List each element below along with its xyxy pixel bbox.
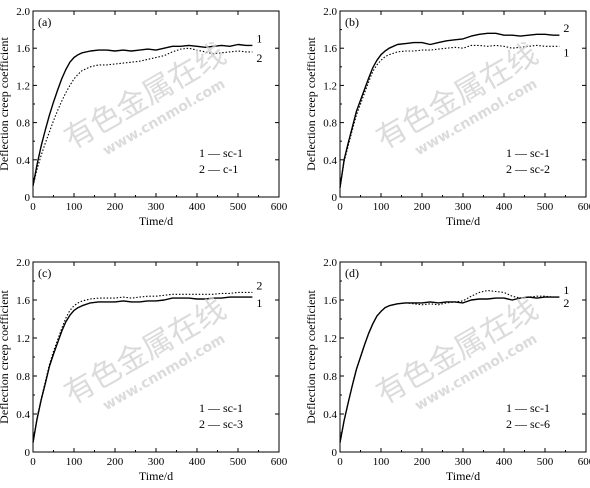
x-axis-label: Time/d bbox=[139, 214, 173, 228]
x-tick-label: 100 bbox=[66, 456, 83, 468]
y-tick-label: 0.8 bbox=[16, 118, 30, 130]
x-tick-label: 600 bbox=[578, 456, 590, 468]
y-tick-label: 1.2 bbox=[323, 333, 337, 345]
y-tick-label: 0.8 bbox=[16, 371, 30, 383]
panel-label: (d) bbox=[345, 266, 359, 280]
legend-entry: 2 — sc-3 bbox=[199, 417, 243, 431]
y-tick-label: 0.8 bbox=[323, 118, 337, 130]
y-tick-label: 0.8 bbox=[323, 371, 337, 383]
series-line-sc-1 bbox=[32, 296, 253, 443]
x-tick-label: 300 bbox=[148, 201, 165, 213]
y-tick-label: 1.6 bbox=[16, 43, 30, 55]
chart-panel-3: 0 100 200 300 400 500 600 0 0.4 0.8 1.2 1.6 2.0 Time/… bbox=[0, 257, 288, 483]
y-axis-label: Deflection creep coefficient bbox=[0, 36, 11, 170]
x-tick-label: 300 bbox=[455, 201, 472, 213]
x-axis-label: Time/d bbox=[139, 469, 173, 483]
series-line-sc-2 bbox=[339, 32, 560, 188]
y-tick-label: 1.6 bbox=[323, 43, 337, 55]
x-tick-label: 0 bbox=[30, 201, 36, 213]
y-tick-label: 0.4 bbox=[323, 409, 337, 421]
x-tick-label: 600 bbox=[271, 456, 288, 468]
chart-panel-2: 0 100 200 300 400 500 600 0 0.4 0.8 1.2 1.6 2.0 Time/… bbox=[304, 6, 590, 228]
y-tick-label: 0 bbox=[25, 192, 31, 204]
series-line-c-1 bbox=[32, 47, 253, 186]
series-line-sc-1 bbox=[339, 296, 560, 443]
y-tick-label: 1.6 bbox=[16, 295, 30, 307]
series-label-c-1: 2 bbox=[256, 51, 262, 65]
series-label-sc-1: 1 bbox=[563, 45, 569, 59]
y-tick-label: 2.0 bbox=[16, 6, 30, 18]
x-tick-label: 400 bbox=[496, 201, 513, 213]
y-tick-label: 0 bbox=[332, 447, 338, 459]
x-tick-label: 500 bbox=[537, 201, 554, 213]
x-tick-label: 500 bbox=[230, 201, 247, 213]
legend-entry: 2 — sc-2 bbox=[506, 162, 550, 176]
x-tick-label: 200 bbox=[414, 456, 431, 468]
y-axis-label: Deflection creep coefficient bbox=[304, 36, 318, 170]
y-tick-label: 0 bbox=[332, 192, 338, 204]
y-tick-label: 0.4 bbox=[323, 155, 337, 167]
panel-label: (a) bbox=[38, 15, 51, 29]
y-tick-label: 2.0 bbox=[323, 6, 337, 18]
legend-entry: 2 — c-1 bbox=[199, 162, 238, 176]
legend-entry: 1 — sc-1 bbox=[506, 146, 550, 160]
series-label-sc-2: 2 bbox=[563, 21, 569, 35]
panel-label: (b) bbox=[345, 15, 359, 29]
x-tick-label: 500 bbox=[230, 456, 247, 468]
y-tick-label: 2.0 bbox=[16, 257, 30, 269]
x-tick-label: 400 bbox=[496, 456, 513, 468]
x-axis-label: Time/d bbox=[446, 469, 480, 483]
series-line-sc-3 bbox=[32, 291, 253, 443]
x-tick-label: 200 bbox=[107, 201, 124, 213]
x-tick-label: 100 bbox=[66, 201, 83, 213]
x-tick-label: 600 bbox=[578, 201, 590, 213]
x-tick-label: 300 bbox=[455, 456, 472, 468]
x-tick-label: 100 bbox=[373, 456, 390, 468]
y-tick-label: 1.2 bbox=[16, 333, 30, 345]
y-tick-label: 1.6 bbox=[323, 295, 337, 307]
x-tick-label: 0 bbox=[337, 201, 343, 213]
legend-entry: 1 — sc-1 bbox=[506, 401, 550, 415]
x-tick-label: 500 bbox=[537, 456, 554, 468]
legend-entry: 1 — sc-1 bbox=[199, 401, 243, 415]
chart-panel-4: 0 100 200 300 400 500 600 0 0.4 0.8 1.2 1.6 2.0 Time/… bbox=[304, 257, 590, 483]
legend-entry: 1 — sc-1 bbox=[199, 146, 243, 160]
y-axis-label: Deflection creep coefficient bbox=[0, 289, 11, 423]
x-tick-label: 400 bbox=[189, 201, 206, 213]
series-label-sc-1: 1 bbox=[256, 296, 262, 310]
x-tick-label: 0 bbox=[337, 456, 343, 468]
series-line-sc-1 bbox=[32, 43, 253, 186]
series-label-sc-1: 1 bbox=[563, 283, 569, 297]
chart-panel-1: 0 100 200 300 400 500 600 0 0.4 0.8 1.2 1.6 2.0 Time/… bbox=[0, 6, 288, 228]
series-line-sc-1 bbox=[339, 44, 560, 188]
y-tick-label: 1.2 bbox=[323, 80, 337, 92]
x-tick-label: 600 bbox=[271, 201, 288, 213]
x-tick-label: 200 bbox=[107, 456, 124, 468]
y-tick-label: 0.4 bbox=[16, 409, 30, 421]
series-label-sc-6: 2 bbox=[563, 296, 569, 310]
x-tick-label: 200 bbox=[414, 201, 431, 213]
y-tick-label: 0 bbox=[25, 447, 31, 459]
x-tick-label: 0 bbox=[30, 456, 36, 468]
panel-label: (c) bbox=[38, 266, 51, 280]
y-tick-label: 0.4 bbox=[16, 155, 30, 167]
series-line-sc-6 bbox=[339, 289, 560, 443]
y-tick-label: 2.0 bbox=[323, 257, 337, 269]
x-axis-label: Time/d bbox=[446, 214, 480, 228]
y-axis-label: Deflection creep coefficient bbox=[304, 289, 318, 423]
series-label-sc-1: 1 bbox=[256, 31, 262, 45]
x-tick-label: 100 bbox=[373, 201, 390, 213]
series-label-sc-3: 2 bbox=[256, 278, 262, 292]
x-tick-label: 300 bbox=[148, 456, 165, 468]
x-tick-label: 400 bbox=[189, 456, 206, 468]
y-tick-label: 1.2 bbox=[16, 80, 30, 92]
legend-entry: 2 — sc-6 bbox=[506, 417, 550, 431]
